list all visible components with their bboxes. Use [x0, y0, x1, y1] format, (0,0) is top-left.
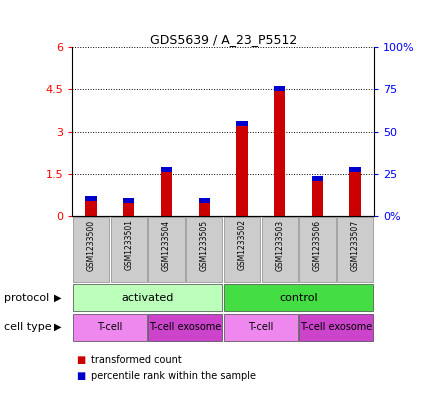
- Text: ▶: ▶: [54, 293, 61, 303]
- Bar: [186, 217, 222, 282]
- Text: T-cell: T-cell: [248, 322, 274, 332]
- Bar: [198, 204, 210, 216]
- Bar: [349, 167, 361, 173]
- Bar: [148, 217, 184, 282]
- Bar: [161, 167, 172, 173]
- Text: ■: ■: [76, 371, 86, 381]
- Text: transformed count: transformed count: [91, 355, 182, 365]
- Text: cell type: cell type: [4, 322, 52, 332]
- Bar: [312, 181, 323, 216]
- Text: T-cell: T-cell: [97, 322, 123, 332]
- Bar: [224, 217, 260, 282]
- Bar: [111, 217, 147, 282]
- Bar: [337, 217, 373, 282]
- Bar: [224, 314, 298, 341]
- Text: control: control: [279, 293, 318, 303]
- Bar: [161, 173, 172, 216]
- Bar: [198, 198, 210, 204]
- Bar: [73, 284, 222, 311]
- Text: percentile rank within the sample: percentile rank within the sample: [91, 371, 256, 381]
- Bar: [236, 121, 248, 126]
- Text: GSM1233500: GSM1233500: [87, 219, 96, 271]
- Text: GSM1233503: GSM1233503: [275, 219, 284, 271]
- Bar: [224, 284, 373, 311]
- Bar: [274, 86, 285, 91]
- Text: T-cell exosome: T-cell exosome: [300, 322, 372, 332]
- Bar: [73, 314, 147, 341]
- Bar: [274, 91, 285, 216]
- Bar: [73, 217, 109, 282]
- Text: protocol: protocol: [4, 293, 49, 303]
- Bar: [299, 217, 335, 282]
- Bar: [123, 204, 134, 216]
- Text: GSM1233505: GSM1233505: [200, 219, 209, 271]
- Text: T-cell exosome: T-cell exosome: [149, 322, 221, 332]
- Bar: [349, 173, 361, 216]
- Text: GSM1233501: GSM1233501: [125, 219, 133, 270]
- Bar: [236, 126, 248, 216]
- Bar: [262, 217, 298, 282]
- Bar: [85, 196, 97, 201]
- Text: ▶: ▶: [54, 322, 61, 332]
- Text: activated: activated: [122, 293, 174, 303]
- Text: GSM1233507: GSM1233507: [351, 219, 360, 271]
- Bar: [312, 176, 323, 181]
- Title: GDS5639 / A_23_P5512: GDS5639 / A_23_P5512: [150, 33, 297, 46]
- Bar: [85, 201, 97, 216]
- Bar: [123, 198, 134, 204]
- Bar: [299, 314, 373, 341]
- Text: ■: ■: [76, 355, 86, 365]
- Text: GSM1233504: GSM1233504: [162, 219, 171, 271]
- Text: GSM1233506: GSM1233506: [313, 219, 322, 271]
- Bar: [148, 314, 222, 341]
- Text: GSM1233502: GSM1233502: [238, 219, 246, 270]
